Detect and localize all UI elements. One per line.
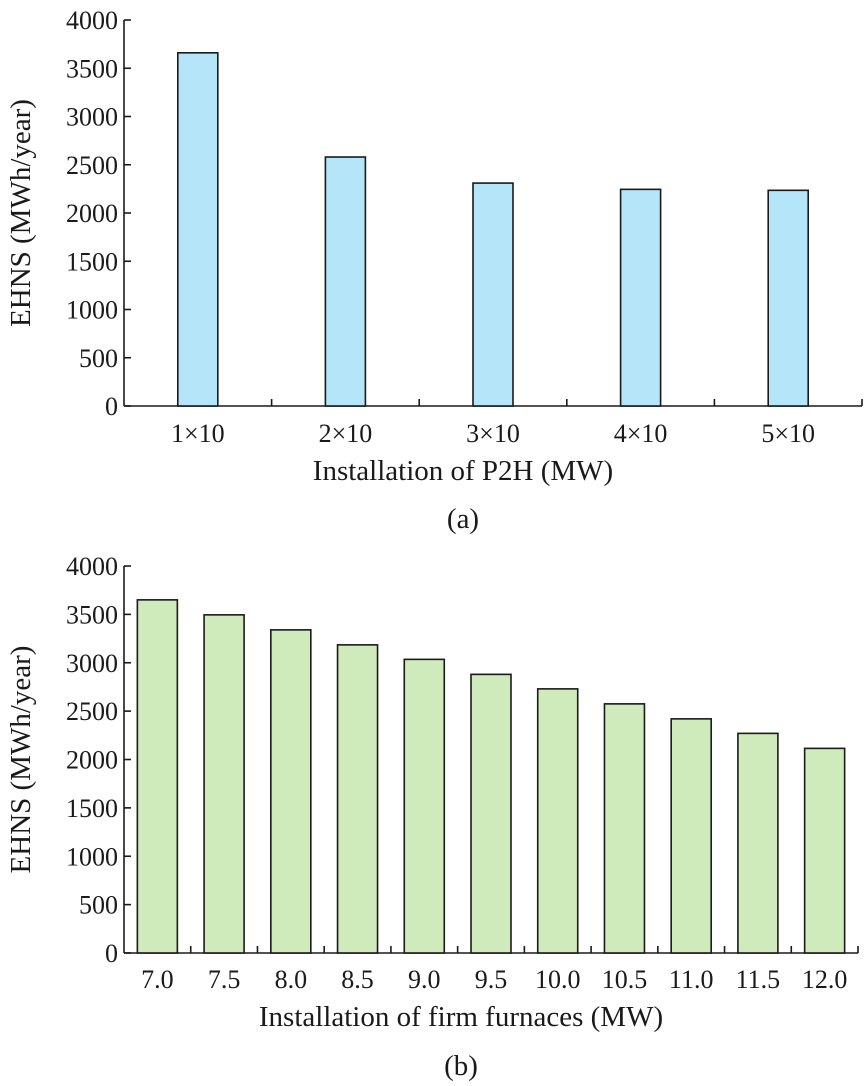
bar-3×10 bbox=[472, 182, 514, 407]
y-tick-label: 3000 bbox=[66, 103, 118, 132]
panel-label: (b) bbox=[444, 1050, 478, 1082]
bar-11.0 bbox=[670, 718, 712, 954]
y-tick-label: 500 bbox=[79, 344, 118, 373]
x-axis-title: Installation of P2H (MW) bbox=[313, 455, 613, 487]
y-tick-label: 1000 bbox=[66, 842, 118, 871]
x-tick-label: 10.5 bbox=[602, 965, 648, 994]
x-tick-label: 9.5 bbox=[475, 965, 508, 994]
x-tick-label: 7.5 bbox=[208, 965, 241, 994]
bar-10.5 bbox=[603, 703, 646, 954]
y-tick-label: 1000 bbox=[66, 296, 118, 325]
y-tick-label: 500 bbox=[79, 891, 118, 920]
bar-1×10 bbox=[177, 52, 219, 407]
x-tick-label: 11.0 bbox=[669, 965, 714, 994]
y-tick-label: 0 bbox=[105, 392, 118, 421]
bar-9.5 bbox=[470, 673, 512, 954]
bar-11.5 bbox=[737, 732, 779, 954]
y-axis-title: EHNS (MWh/year) bbox=[5, 99, 37, 327]
x-tick-label: 12.0 bbox=[802, 965, 848, 994]
y-tick-label: 3000 bbox=[66, 649, 118, 678]
bar-7.0 bbox=[136, 599, 179, 954]
x-tick-label: 1×10 bbox=[171, 419, 225, 448]
y-tick-label: 3500 bbox=[66, 54, 118, 83]
chart-panel-b: 0 500 1000 1500 2000 2500 3000 3500 4000 7.0 7.5 8.… bbox=[5, 552, 859, 1082]
x-tick-label: 5×10 bbox=[761, 419, 815, 448]
y-tick-label: 2000 bbox=[66, 199, 118, 228]
chart-panel-a: 0 500 1000 1500 2000 2500 3000 3500 4000 1×10 2×10… bbox=[5, 6, 863, 535]
panel-label: (a) bbox=[447, 503, 479, 535]
y-tick-label: 2000 bbox=[66, 746, 118, 775]
x-axis-title: Installation of firm furnaces (MW) bbox=[259, 1001, 663, 1033]
y-axis-title: EHNS (MWh/year) bbox=[5, 646, 37, 874]
y-tick-label: 3500 bbox=[66, 600, 118, 629]
x-tick-label: 7.0 bbox=[141, 965, 174, 994]
y-tick-label: 0 bbox=[105, 939, 118, 968]
x-tick-label: 11.5 bbox=[736, 965, 781, 994]
bar-5×10 bbox=[767, 189, 810, 407]
x-tick-label: 4×10 bbox=[614, 419, 668, 448]
bar-4×10 bbox=[619, 188, 662, 407]
bar-10.0 bbox=[536, 688, 579, 954]
bar-12.0 bbox=[803, 747, 846, 954]
bar-8.0 bbox=[270, 629, 312, 954]
bar-8.5 bbox=[336, 644, 379, 954]
x-tick-label: 8.5 bbox=[341, 965, 374, 994]
y-tick-label: 1500 bbox=[66, 247, 118, 276]
bar-9.0 bbox=[403, 658, 446, 954]
y-tick-label: 1500 bbox=[66, 794, 118, 823]
bar-7.5 bbox=[203, 614, 245, 954]
y-tick-label: 4000 bbox=[66, 6, 118, 35]
x-tick-label: 8.0 bbox=[275, 965, 308, 994]
y-tick-label: 2500 bbox=[66, 151, 118, 180]
x-tick-label: 10.0 bbox=[535, 965, 581, 994]
x-tick-label: 9.0 bbox=[408, 965, 441, 994]
y-tick-label: 2500 bbox=[66, 697, 118, 726]
x-tick-label: 2×10 bbox=[319, 419, 373, 448]
y-tick-label: 4000 bbox=[66, 552, 118, 581]
bar-2×10 bbox=[324, 156, 367, 407]
x-tick-label: 3×10 bbox=[466, 419, 520, 448]
